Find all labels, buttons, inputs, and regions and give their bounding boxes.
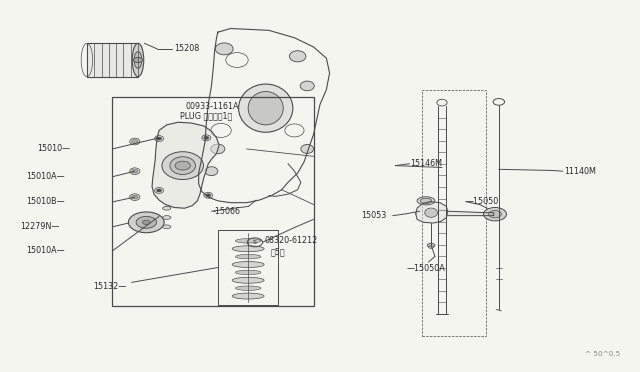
Text: 15053: 15053 <box>361 211 386 220</box>
Ellipse shape <box>300 81 314 91</box>
Text: -15066: -15066 <box>212 207 241 216</box>
Ellipse shape <box>420 198 432 203</box>
Ellipse shape <box>236 238 261 243</box>
Text: PLUG プラグ（1）: PLUG プラグ（1） <box>179 111 232 120</box>
Ellipse shape <box>417 197 435 205</box>
Circle shape <box>132 169 138 173</box>
Text: 15010A—: 15010A— <box>26 246 65 255</box>
Ellipse shape <box>429 246 434 248</box>
Text: 15132—: 15132— <box>93 282 127 291</box>
Circle shape <box>483 208 506 221</box>
Ellipse shape <box>130 194 140 201</box>
Circle shape <box>134 57 143 62</box>
Text: 15010B—: 15010B— <box>26 198 65 206</box>
Text: 11140M: 11140M <box>564 167 596 176</box>
Ellipse shape <box>289 51 306 62</box>
Ellipse shape <box>232 293 264 299</box>
Circle shape <box>157 137 162 140</box>
Circle shape <box>205 194 211 197</box>
Ellipse shape <box>211 144 225 154</box>
Circle shape <box>157 189 162 192</box>
Circle shape <box>488 211 501 218</box>
Text: ^ 50^0.5: ^ 50^0.5 <box>585 351 620 357</box>
Bar <box>422 90 486 336</box>
Bar <box>218 231 278 305</box>
Polygon shape <box>152 122 219 208</box>
Circle shape <box>129 212 164 233</box>
Ellipse shape <box>130 138 140 145</box>
Ellipse shape <box>155 187 164 193</box>
Ellipse shape <box>239 84 293 132</box>
Text: 08320-61212: 08320-61212 <box>264 236 317 246</box>
Ellipse shape <box>204 192 212 198</box>
Ellipse shape <box>163 216 171 219</box>
Circle shape <box>204 137 209 139</box>
Ellipse shape <box>155 136 164 141</box>
Text: （5）: （5） <box>270 247 285 256</box>
Text: 15010A—: 15010A— <box>26 172 65 181</box>
Ellipse shape <box>132 43 144 77</box>
Ellipse shape <box>162 152 204 180</box>
Text: —15050: —15050 <box>466 197 499 206</box>
Text: —15050A: —15050A <box>406 264 445 273</box>
Ellipse shape <box>301 144 314 153</box>
Ellipse shape <box>134 52 142 68</box>
Circle shape <box>136 217 157 228</box>
Ellipse shape <box>425 208 438 217</box>
Ellipse shape <box>232 278 264 283</box>
Circle shape <box>143 220 150 225</box>
Ellipse shape <box>170 157 195 174</box>
Circle shape <box>132 140 138 143</box>
Text: 12279N—: 12279N— <box>20 222 60 231</box>
Text: 00933-1161A: 00933-1161A <box>186 102 239 111</box>
Ellipse shape <box>232 262 264 267</box>
Text: 15208: 15208 <box>174 44 200 52</box>
Ellipse shape <box>236 254 261 259</box>
Bar <box>87 43 138 77</box>
Ellipse shape <box>163 225 171 229</box>
Ellipse shape <box>248 92 284 125</box>
Text: 15010—: 15010— <box>37 144 70 153</box>
Ellipse shape <box>130 168 140 174</box>
Ellipse shape <box>202 135 211 141</box>
Ellipse shape <box>163 206 171 210</box>
Ellipse shape <box>236 270 261 275</box>
Text: 15146M: 15146M <box>410 159 442 168</box>
Polygon shape <box>416 202 448 223</box>
Ellipse shape <box>215 43 233 55</box>
Circle shape <box>132 195 138 199</box>
Circle shape <box>175 161 190 170</box>
Polygon shape <box>448 211 493 216</box>
Text: S: S <box>253 240 257 245</box>
Ellipse shape <box>232 246 264 252</box>
Bar <box>113 97 314 307</box>
Ellipse shape <box>205 167 218 176</box>
Ellipse shape <box>236 286 261 291</box>
Ellipse shape <box>428 243 435 247</box>
